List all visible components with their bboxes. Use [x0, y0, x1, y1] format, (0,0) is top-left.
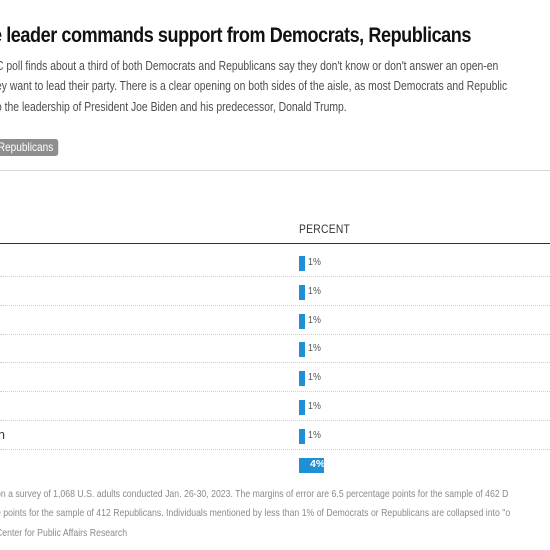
footnote-line-3: Center for Public Affairs Research: [0, 527, 128, 539]
row-divider: [0, 420, 550, 421]
value-label: 1%: [308, 256, 321, 268]
chart-title: e leader commands support from Democrats…: [0, 24, 472, 47]
value-label: 1%: [308, 342, 321, 355]
category-label: n: [0, 427, 5, 442]
value-label: 1%: [308, 313, 321, 326]
tab-republicans[interactable]: Republicans: [0, 139, 59, 156]
row-divider: [0, 362, 550, 364]
bar: [299, 342, 305, 358]
subtitle-line-3: o the leadership of President Joe Biden …: [0, 100, 347, 114]
value-label: 1%: [308, 400, 321, 412]
bar: [299, 313, 305, 329]
row-divider: [0, 276, 550, 277]
bar: [299, 371, 305, 387]
value-label: 4%: [310, 457, 326, 470]
row-divider: [0, 304, 550, 306]
bar: [299, 256, 305, 271]
header-rule: [0, 243, 550, 244]
bar: [299, 457, 324, 473]
bar: [299, 400, 305, 415]
row-divider: [0, 448, 550, 450]
footnote-line-1: on a survey of 1,068 U.S. adults conduct…: [0, 488, 509, 500]
bar: [299, 428, 305, 444]
bar: [299, 284, 305, 300]
value-label: 1%: [308, 371, 321, 384]
row-divider: [0, 333, 550, 335]
subtitle-line-1: C poll finds about a third of both Democ…: [0, 59, 499, 73]
subtitle-line-2: ey want to lead their party. There is a …: [0, 79, 508, 93]
column-header-percent: PERCENT: [299, 222, 351, 236]
footnote-line-2: e points for the sample of 412 Republica…: [0, 507, 511, 519]
value-label: 1%: [308, 428, 321, 441]
divider-top: [0, 170, 550, 171]
value-label: 1%: [308, 284, 321, 297]
row-divider: [0, 391, 550, 393]
